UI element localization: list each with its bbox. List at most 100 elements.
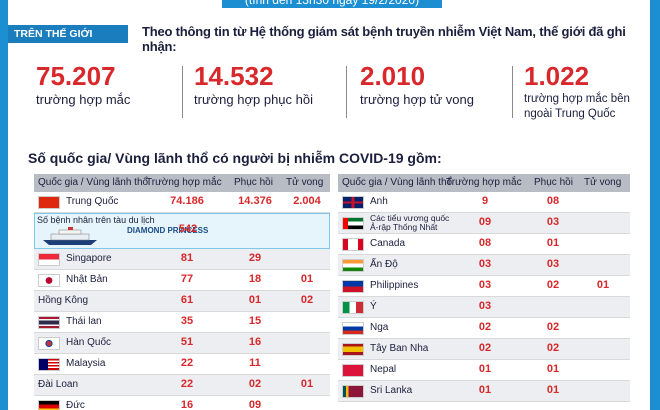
table-row: Ấn Độ 03 03 bbox=[338, 255, 630, 276]
flag-ph-icon bbox=[342, 280, 364, 293]
value-cases: 77 bbox=[180, 273, 194, 285]
value-cases: 03 bbox=[478, 258, 492, 270]
value-cases: 9 bbox=[481, 195, 489, 207]
ship-name: DIAMOND PRINCESS bbox=[127, 226, 209, 235]
value-recovered: 09 bbox=[248, 399, 262, 410]
country-name: Philippines bbox=[370, 280, 419, 291]
country-name: Thái lan bbox=[66, 316, 102, 327]
value-cases: 51 bbox=[180, 336, 194, 348]
flag-th-icon bbox=[38, 316, 60, 329]
stat-outside-china: 1.022 trường hợp mắc bên ngoài Trung Quố… bbox=[524, 60, 636, 126]
flag-ca-icon bbox=[342, 238, 364, 251]
stat-value: 1.022 bbox=[524, 61, 590, 91]
flag-jp-icon bbox=[38, 274, 60, 287]
table-row: Philippines 03 02 01 bbox=[338, 276, 630, 297]
header-recovered: Phục hồi bbox=[234, 177, 273, 188]
value-cases: 22 bbox=[180, 378, 194, 390]
value-cases: 01 bbox=[478, 384, 492, 396]
table-row: Đài Loan 22 02 01 bbox=[34, 375, 330, 396]
country-name: Malaysia bbox=[66, 358, 106, 369]
value-recovered: 02 bbox=[248, 378, 262, 390]
header-recovered: Phục hồi bbox=[534, 177, 573, 188]
country-name: Hàn Quốc bbox=[66, 337, 112, 348]
stat-label: trường hợp mắc bbox=[36, 92, 131, 107]
stat-value: 75.207 bbox=[36, 61, 116, 91]
stat-label: trường hợp tử vong bbox=[360, 92, 474, 107]
country-name: Ý bbox=[370, 301, 377, 312]
table-row: Tây Ban Nha 02 02 bbox=[338, 339, 630, 360]
table-row: Sri Lanka 01 01 bbox=[338, 381, 630, 402]
table-row: Nhật Bản 77 18 01 bbox=[34, 270, 330, 291]
country-name: Sri Lanka bbox=[370, 385, 413, 396]
value-deaths: 02 bbox=[300, 294, 314, 306]
table-row: Singapore 81 29 bbox=[34, 249, 330, 270]
cruise-label: Số bệnh nhân trên tàu du lịch bbox=[37, 215, 155, 225]
country-name: Đức bbox=[66, 400, 85, 410]
country-name: Nepal bbox=[370, 364, 397, 375]
right-country-table: Quốc gia / Vùng lãnh thổ Trường hợp mắc … bbox=[338, 174, 630, 402]
divider bbox=[182, 66, 183, 118]
divider bbox=[346, 66, 347, 118]
table-row: Hàn Quốc 51 16 bbox=[34, 333, 330, 354]
stat-recovered: 14.532 trường hợp phục hồi bbox=[194, 60, 334, 126]
date-note: (tính đến 13h30 ngày 19/2/2020) bbox=[222, 0, 442, 8]
value-deaths: 2.004 bbox=[293, 195, 321, 207]
table-row: Hồng Kông 61 01 02 bbox=[34, 291, 330, 312]
value-recovered: 01 bbox=[546, 237, 560, 249]
value-cases: 81 bbox=[180, 252, 194, 264]
flag-es-icon bbox=[342, 343, 364, 356]
header-deaths: Tử vong bbox=[286, 177, 324, 188]
value-recovered: 14.376 bbox=[238, 195, 272, 207]
header-cases: Trường hợp mắc bbox=[446, 177, 522, 188]
value-cases: 35 bbox=[180, 315, 194, 327]
flag-in-icon bbox=[342, 259, 364, 272]
stat-label: trường hợp mắc bên ngoài Trung Quốc bbox=[524, 93, 630, 120]
value-recovered: 03 bbox=[546, 258, 560, 270]
table-header: Quốc gia / Vùng lãnh thổ Trường hợp mắc … bbox=[34, 174, 330, 192]
value-cases: 542 bbox=[178, 223, 198, 235]
cruise-ship-row: Số bệnh nhân trên tàu du lịch DIAMOND PRI… bbox=[34, 213, 330, 249]
flag-gb-icon bbox=[342, 196, 364, 209]
flag-ae-icon bbox=[342, 217, 364, 230]
flag-lk-icon bbox=[342, 385, 364, 398]
value-cases: 01 bbox=[478, 363, 492, 375]
value-cases: 09 bbox=[478, 216, 492, 228]
table-header: Quốc gia / Vùng lãnh thổ Trường hợp mắc … bbox=[338, 174, 630, 192]
flag-de-icon bbox=[38, 400, 60, 410]
flag-cn-icon bbox=[38, 196, 60, 209]
country-name: Các tiểu vương quốc Ả-rập Thống Nhất bbox=[370, 213, 450, 232]
value-cases: 22 bbox=[180, 357, 194, 369]
stat-deaths: 2.010 trường hợp tử vong bbox=[360, 60, 500, 126]
value-recovered: 01 bbox=[546, 384, 560, 396]
intro-text: Theo thông tin từ Hệ thống giám sát bệnh… bbox=[142, 24, 626, 54]
value-recovered: 11 bbox=[249, 357, 261, 369]
flag-kr-icon bbox=[38, 337, 60, 350]
value-recovered: 02 bbox=[546, 342, 560, 354]
table-subtitle: Số quốc gia/ Vùng lãnh thổ có người bị n… bbox=[28, 150, 442, 166]
table-row: Canada 08 01 bbox=[338, 234, 630, 255]
table-row: Trung Quốc 74.186 14.376 2.004 bbox=[34, 192, 330, 213]
stat-value: 2.010 bbox=[360, 61, 426, 91]
value-recovered: 03 bbox=[546, 216, 560, 228]
flag-it-icon bbox=[342, 301, 364, 314]
flag-np-icon bbox=[342, 364, 364, 377]
value-recovered: 01 bbox=[546, 363, 560, 375]
stat-cases: 75.207 trường hợp mắc bbox=[36, 60, 166, 126]
value-cases: 61 bbox=[180, 294, 194, 306]
header-country: Quốc gia / Vùng lãnh thổ bbox=[342, 177, 453, 188]
flag-sg-icon bbox=[38, 253, 60, 266]
value-recovered: 18 bbox=[248, 273, 262, 285]
country-name: Đài Loan bbox=[38, 379, 79, 390]
value-recovered: 29 bbox=[248, 252, 262, 264]
header-deaths: Tử vong bbox=[584, 177, 622, 188]
country-name: Nga bbox=[370, 322, 389, 333]
value-cases: 74.186 bbox=[170, 195, 204, 207]
section-tag: TRÊN THẾ GIỚI bbox=[8, 25, 128, 43]
table-row: Nga 02 02 bbox=[338, 318, 630, 339]
stat-value: 14.532 bbox=[194, 61, 274, 91]
table-row: Ý 03 bbox=[338, 297, 630, 318]
table-row: Anh 9 08 bbox=[338, 192, 630, 213]
country-name: Canada bbox=[370, 238, 406, 249]
value-recovered: 01 bbox=[248, 294, 262, 306]
table-row: Nepal 01 01 bbox=[338, 360, 630, 381]
